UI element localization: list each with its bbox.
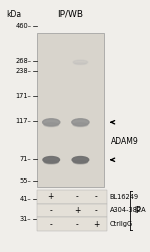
Text: -: - xyxy=(95,206,98,215)
Text: CtrlIgG: CtrlIgG xyxy=(110,221,133,227)
Text: -: - xyxy=(76,192,78,201)
Ellipse shape xyxy=(44,123,58,127)
Text: 268–: 268– xyxy=(15,58,31,64)
Text: 71–: 71– xyxy=(20,155,31,162)
Text: A304-382A: A304-382A xyxy=(110,207,146,213)
Text: -: - xyxy=(76,220,78,229)
Ellipse shape xyxy=(73,160,87,164)
Text: IP: IP xyxy=(134,206,141,215)
Text: -: - xyxy=(95,192,98,201)
Ellipse shape xyxy=(43,156,60,163)
Ellipse shape xyxy=(72,156,89,163)
Text: -: - xyxy=(49,220,52,229)
Text: BL16249: BL16249 xyxy=(110,194,139,200)
Bar xyxy=(37,33,104,187)
Bar xyxy=(37,190,107,204)
Bar xyxy=(37,217,107,231)
Text: 117–: 117– xyxy=(15,118,31,124)
Text: 55–: 55– xyxy=(20,178,31,184)
Ellipse shape xyxy=(73,123,88,127)
Text: 31–: 31– xyxy=(20,216,31,222)
Text: 171–: 171– xyxy=(15,93,31,99)
Text: IP/WB: IP/WB xyxy=(57,10,83,19)
Ellipse shape xyxy=(73,60,88,64)
Ellipse shape xyxy=(44,160,58,164)
Ellipse shape xyxy=(74,62,87,65)
Bar xyxy=(37,204,107,217)
Text: +: + xyxy=(74,206,80,215)
Text: +: + xyxy=(47,192,54,201)
Text: 460–: 460– xyxy=(15,23,31,29)
Ellipse shape xyxy=(43,119,60,126)
Text: ADAM9: ADAM9 xyxy=(111,137,139,145)
Text: 238–: 238– xyxy=(15,68,31,74)
Text: kDa: kDa xyxy=(6,10,21,19)
Text: 41–: 41– xyxy=(20,196,31,202)
Ellipse shape xyxy=(72,119,89,126)
Text: -: - xyxy=(49,206,52,215)
Text: +: + xyxy=(93,220,99,229)
